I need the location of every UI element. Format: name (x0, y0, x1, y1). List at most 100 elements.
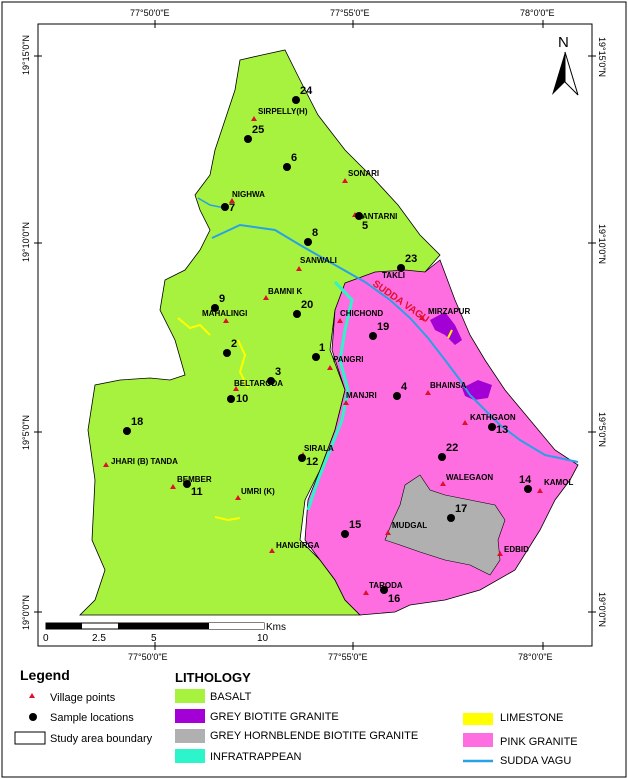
sample-23: 23 (405, 253, 417, 265)
scale-bar: 0 2.5 5 10 Kms (43, 622, 286, 644)
lithology-swatch-limestone (463, 713, 493, 725)
pink-granite-polygon (304, 259, 579, 616)
sample-18: 18 (131, 416, 143, 428)
right-tick-2: 19°10'0"N (597, 224, 607, 264)
north-label: N (558, 34, 569, 51)
village-sirpelly: SIRPELLY(H) (258, 107, 308, 116)
right-tick-4: 19°0'0"N (597, 592, 607, 627)
lithology-label-grey-hornblende: GREY HORNBLENDE BIOTITE GRANITE (210, 730, 418, 742)
left-tick-3: 19°5'0"N (21, 415, 31, 450)
sample-3: 3 (275, 366, 281, 378)
village-mahalingi: MAHALINGI (202, 309, 247, 318)
left-tick-4: 19°0'0"N (21, 595, 31, 630)
village-bember: BEMBER (177, 475, 212, 484)
sample-10: 10 (236, 393, 248, 405)
village-sirala: SIRALA (304, 444, 334, 453)
sample-19: 19 (377, 321, 389, 333)
lithology-legend: LITHOLOGY BASALT GREY BIOTITE GRANITE GR… (175, 670, 578, 767)
sample-8: 8 (312, 227, 318, 239)
legend-title: Legend (20, 667, 70, 683)
village-pangri: PANGRI (333, 355, 364, 364)
sample-16: 16 (388, 593, 400, 605)
legend-sample-symbol (29, 713, 37, 721)
village-sonari: SONARI (348, 169, 379, 178)
sample-12: 12 (306, 456, 318, 468)
lithology-label-pink-granite: PINK GRANITE (500, 736, 578, 748)
sample-25: 25 (252, 124, 264, 136)
legend-boundary-symbol (14, 731, 46, 745)
village-mudgal: MUDGAL (392, 521, 427, 530)
lithology-label-river: SUDDA VAGU (500, 755, 571, 767)
sample-11: 11 (191, 486, 203, 498)
scale-tick-5: 5 (151, 633, 157, 644)
sample-22: 22 (446, 442, 458, 454)
legend-village-symbol (29, 693, 35, 698)
legend-village-label: Village points (50, 692, 116, 704)
lithology-swatch-basalt (175, 689, 205, 703)
grey-biotite-granite-body-1 (430, 312, 462, 345)
village-manjri: MANJRI (346, 391, 377, 400)
river-tributary (197, 197, 226, 209)
top-tick-2: 77°55'0"E (330, 8, 370, 18)
village-bamnik: BAMNI K (268, 287, 302, 296)
lithology-label-infratrappean: INFRATRAPPEAN (210, 751, 302, 763)
sample-2: 2 (231, 338, 237, 350)
north-arrow: N (552, 34, 579, 96)
left-tick-1: 19°15'0"N (21, 35, 31, 75)
sample-markers (123, 96, 532, 594)
village-bhainsa: BHAINSA (430, 381, 467, 390)
sample-4: 4 (401, 381, 408, 393)
sample-7: 7 (229, 202, 235, 214)
sample-1: 1 (319, 342, 325, 354)
graticule-ticks (34, 20, 596, 650)
bottom-tick-3: 78°0'0"E (518, 652, 553, 662)
lithology-label-basalt: BASALT (210, 691, 252, 703)
sample-17: 17 (455, 503, 467, 515)
sample-15: 15 (349, 519, 361, 531)
village-mirzapur: MIRZAPUR (428, 307, 470, 316)
grey-hornblende-granite-polygon (384, 474, 506, 576)
village-nighwa: NIGHWA (232, 190, 265, 199)
bottom-tick-2: 77°55'0"E (328, 652, 368, 662)
basalt-polygon (79, 49, 441, 616)
sample-20: 20 (301, 299, 313, 311)
village-antarni: ANTARNI (362, 212, 397, 221)
lithology-swatch-infratrappean (175, 749, 205, 763)
village-kamol: KAMOL (544, 478, 573, 487)
sample-14: 14 (519, 474, 532, 486)
sudda-vagu-river (211, 223, 579, 463)
village-beltaroda: BELTARODA (234, 379, 283, 388)
scale-tick-0: 0 (43, 633, 49, 644)
infratrappean-strip (306, 280, 354, 511)
sample-9: 9 (219, 293, 225, 305)
village-chichond: CHICHOND (340, 309, 383, 318)
village-taroda: TARODA (369, 581, 403, 590)
sample-24: 24 (300, 85, 313, 97)
top-tick-3: 78°0'0"E (520, 8, 555, 18)
village-umri: UMRI (K) (241, 487, 275, 496)
sample-5: 5 (362, 220, 368, 232)
legend-boundary-label: Study area boundary (50, 733, 153, 745)
legend: Legend Village points Sample locations S… (14, 667, 153, 745)
lithology-label-limestone: LIMESTONE (500, 712, 563, 724)
village-takli: TAKLI (382, 271, 405, 280)
lithology-swatch-grey-biotite (175, 709, 205, 723)
left-tick-2: 19°10'0"N (21, 222, 31, 262)
sample-6: 6 (291, 152, 297, 164)
village-jhari: JHARI (B) TANDA (111, 457, 178, 466)
village-walegaon: WALEGAON (446, 473, 493, 482)
limestone-traces (177, 317, 453, 522)
village-edbid: EDBID (504, 545, 529, 554)
scale-tick-10: 10 (257, 633, 269, 644)
bottom-tick-1: 77°50'0"E (128, 652, 168, 662)
lithology-label-grey-biotite: GREY BIOTITE GRANITE (210, 711, 339, 723)
lithology-title: LITHOLOGY (175, 670, 251, 685)
right-tick-3: 19°5'0"N (597, 412, 607, 447)
village-hangirga: HANGIRGA (276, 541, 320, 550)
scale-unit: Kms (266, 622, 286, 633)
right-tick-1: 19°15'0"N (597, 37, 607, 77)
lithology-swatch-pink-granite (463, 733, 493, 747)
sample-13: 13 (496, 424, 508, 436)
scale-tick-2-5: 2.5 (92, 633, 106, 644)
